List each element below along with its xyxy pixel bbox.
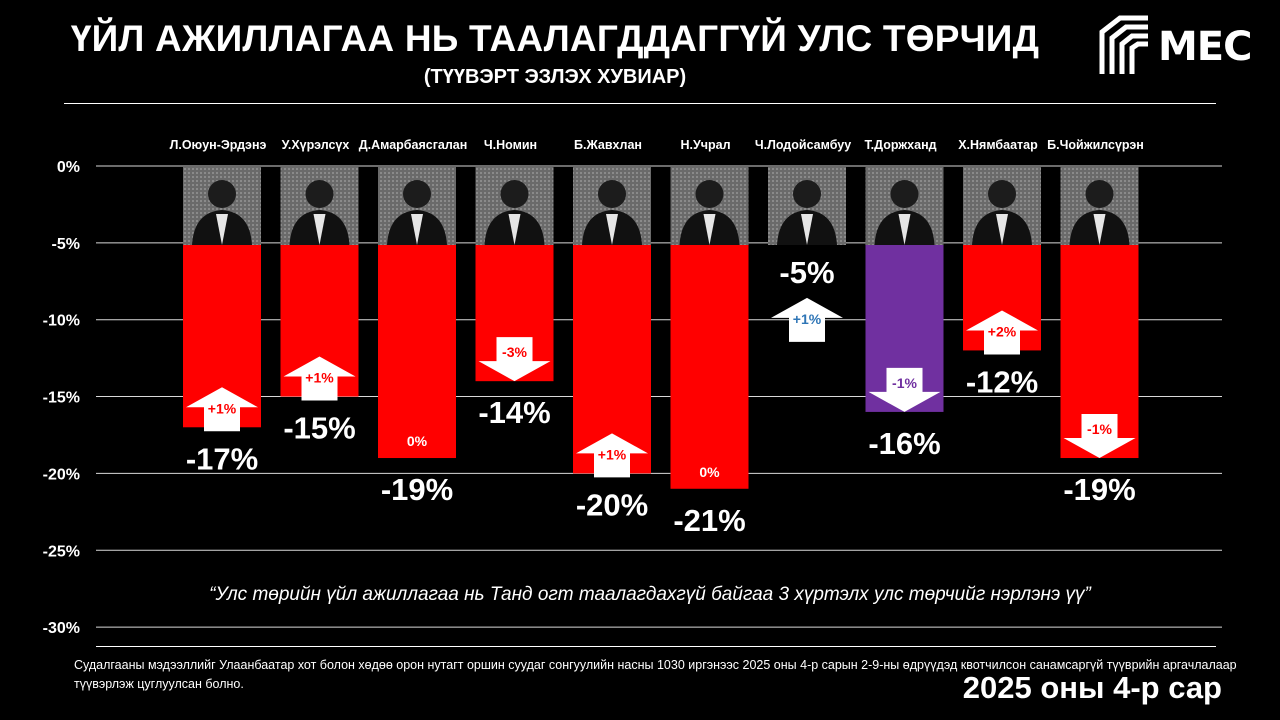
survey-date: 2025 оны 4-р сар (962, 670, 1222, 705)
head-shape (695, 180, 724, 208)
portrait-photo (378, 166, 456, 245)
value-label: -12% (966, 364, 1038, 399)
portrait-photo (573, 166, 651, 245)
y-tick-label: -30% (43, 620, 80, 637)
candidate-name: Ч.Лодойсамбуу (755, 138, 851, 152)
plot-bottom-border (96, 646, 1216, 647)
shirt-shape (508, 214, 521, 245)
methodology-footnote: Судалгааны мэдээллийг Улаанбаатар хот бо… (74, 658, 1237, 691)
value-label: -16% (868, 426, 940, 461)
shirt-shape (216, 214, 228, 245)
value-label: -17% (186, 441, 258, 476)
up-arrow-icon (771, 297, 843, 342)
survey-question: “Улс төрийн үйл ажиллагаа нь Танд огт та… (209, 584, 1091, 605)
portrait-photo (183, 166, 261, 245)
portrait-photo (280, 166, 359, 245)
candidate-name: Т.Доржханд (864, 138, 936, 152)
chart-title: ҮЙЛ АЖИЛЛАГАА НЬ ТААЛАГДДАГГҮЙ УЛС ТӨРЧИ… (70, 18, 1040, 59)
value-label: -5% (779, 255, 834, 290)
shirt-shape (1093, 214, 1106, 245)
shirt-shape (703, 214, 716, 245)
y-tick-label: -10% (43, 313, 80, 330)
candidate-name: Н.Учрал (680, 138, 730, 152)
change-label: +1% (598, 446, 627, 462)
y-tick-label: -5% (52, 236, 80, 253)
portrait-photo (670, 166, 749, 245)
shirt-shape (411, 214, 423, 245)
candidate-name: Д.Амарбаясгалан (359, 138, 468, 152)
portrait-photo (475, 166, 554, 245)
portrait-photo (963, 166, 1041, 245)
candidate-name: Б.Чойжилсүрэн (1047, 138, 1144, 152)
portrait-photo (865, 166, 944, 245)
change-label: 0% (699, 464, 720, 480)
change-label: +1% (305, 370, 334, 386)
change-label: 0% (407, 433, 428, 449)
down-arrow-icon (1063, 414, 1136, 459)
change-label: -1% (1087, 421, 1112, 437)
y-tick-label: 0% (57, 159, 80, 176)
shirt-shape (313, 214, 326, 245)
change-label: -3% (502, 344, 527, 360)
value-label: -19% (1063, 472, 1135, 507)
head-shape (793, 180, 821, 208)
head-shape (988, 180, 1016, 208)
up-arrow-icon (283, 356, 356, 401)
value-label: -15% (283, 411, 355, 446)
shirt-shape (898, 214, 911, 245)
head-shape (1085, 180, 1114, 208)
down-arrow-icon (868, 367, 941, 412)
head-shape (305, 180, 334, 208)
mec-logo-icon (1099, 15, 1148, 74)
candidate-name: Х.Нямбаатар (958, 138, 1038, 152)
change-label: -1% (892, 375, 917, 391)
candidate-name: Ч.Номин (484, 138, 537, 152)
head-shape (208, 180, 236, 208)
value-label: -20% (576, 487, 648, 522)
y-tick-label: -20% (43, 466, 80, 483)
y-tick-label: -15% (43, 390, 80, 407)
chart-subtitle: (ТҮҮВЭРТ ЭЗЛЭХ ХУВИАР) (423, 66, 687, 88)
shirt-shape (996, 214, 1008, 245)
candidate-name: Л.Оюун-Эрдэнэ (170, 138, 267, 152)
bar (670, 242, 749, 489)
up-arrow-icon (966, 310, 1038, 355)
head-shape (500, 180, 529, 208)
value-label: -21% (673, 503, 745, 538)
head-shape (598, 180, 626, 208)
portrait-photo (1060, 166, 1139, 245)
change-label: +2% (988, 323, 1017, 339)
down-arrow-icon (478, 337, 551, 382)
header-divider (64, 103, 1216, 104)
candidate-name: У.Хүрэлсүх (282, 138, 350, 152)
logo-text: MEC (1158, 24, 1252, 70)
head-shape (890, 180, 919, 208)
change-label: +1% (793, 311, 822, 327)
change-label: +1% (208, 400, 237, 416)
value-label: -19% (381, 472, 453, 507)
up-arrow-icon (186, 387, 258, 432)
shirt-shape (606, 214, 618, 245)
bar-chart: 0% -5% -10% -15% -20% -25% -30% Л.Оюун-Эрдэнэ У… (43, 138, 1222, 637)
portrait-photo (768, 166, 846, 245)
head-shape (403, 180, 431, 208)
y-tick-label: -25% (43, 543, 80, 560)
candidate-name: Б.Жавхлан (574, 138, 642, 152)
up-arrow-icon (576, 433, 648, 478)
value-label: -14% (478, 395, 550, 430)
bar (378, 242, 456, 459)
shirt-shape (801, 214, 813, 245)
